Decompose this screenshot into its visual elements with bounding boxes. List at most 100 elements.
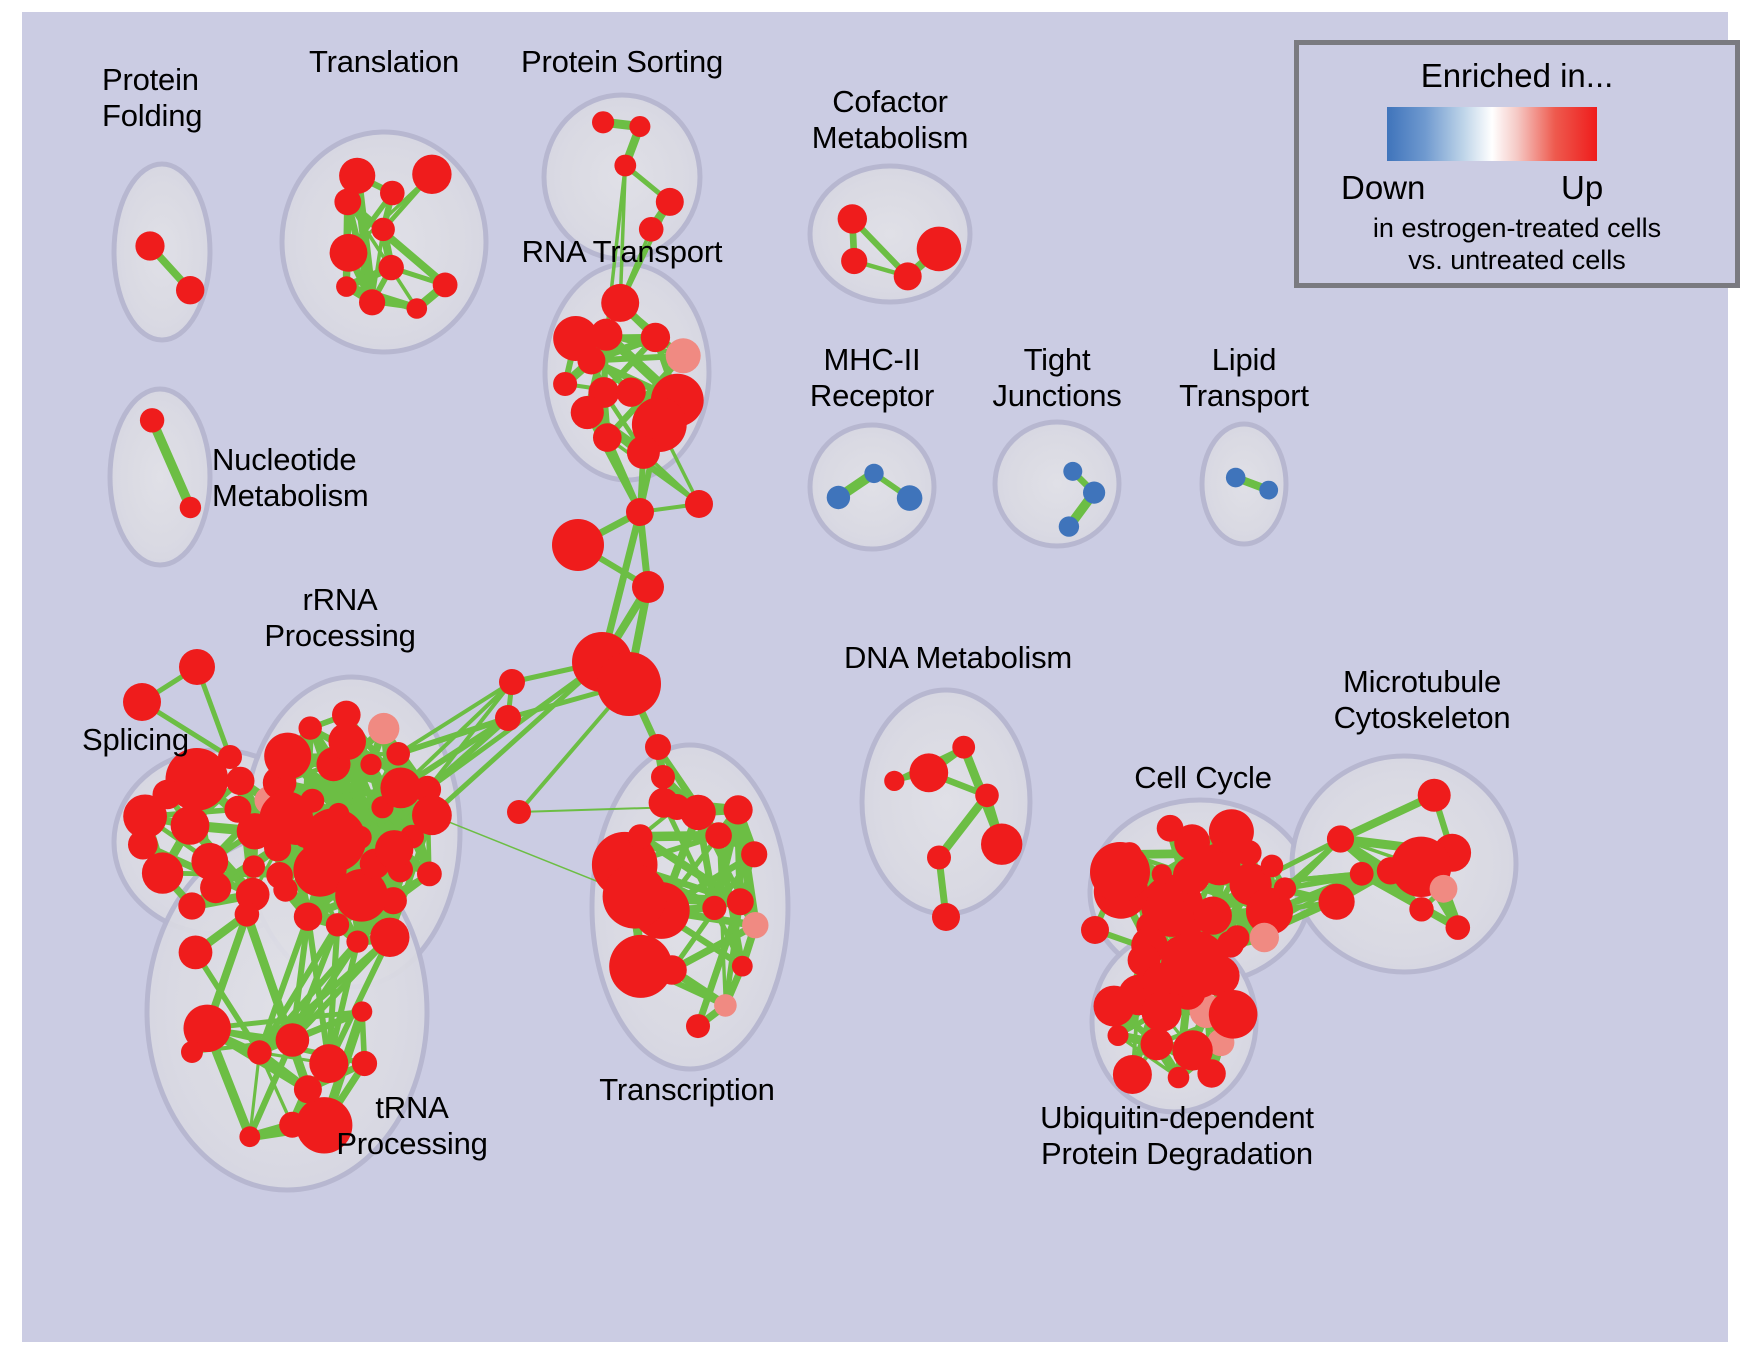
network-node[interactable] [417,861,442,887]
network-node[interactable] [141,852,184,894]
network-node[interactable] [726,888,754,916]
network-node[interactable] [378,254,404,281]
network-node[interactable] [1167,1066,1190,1089]
network-node[interactable] [1172,856,1211,894]
network-node[interactable] [386,742,411,766]
network-node[interactable] [332,700,361,730]
network-node[interactable] [239,1126,261,1148]
network-node[interactable] [264,732,312,780]
network-node[interactable] [226,766,255,796]
network-node[interactable] [837,204,867,234]
network-node[interactable] [1107,1025,1129,1046]
network-node[interactable] [1273,877,1297,900]
network-node[interactable] [346,930,369,953]
network-node[interactable] [339,157,376,194]
network-node[interactable] [592,111,615,134]
network-node[interactable] [1417,778,1451,812]
network-node[interactable] [275,1023,310,1057]
network-node[interactable] [1161,931,1229,999]
network-node[interactable] [273,877,298,902]
network-node[interactable] [645,734,671,760]
network-node[interactable] [432,272,458,298]
network-node[interactable] [298,716,322,740]
network-node[interactable] [135,231,165,261]
network-node[interactable] [1249,922,1280,953]
network-node[interactable] [1140,1027,1174,1061]
network-node[interactable] [247,1040,272,1065]
network-node[interactable] [714,994,737,1017]
network-node[interactable] [657,955,687,985]
network-node[interactable] [932,903,960,931]
network-node[interactable] [570,395,604,430]
network-node[interactable] [351,1001,373,1022]
network-node[interactable] [224,795,252,823]
network-node[interactable] [702,895,727,921]
network-node[interactable] [638,217,664,242]
network-node[interactable] [1174,824,1210,861]
network-node[interactable] [296,1097,353,1154]
network-node[interactable] [1090,842,1150,902]
network-node[interactable] [552,519,604,571]
network-node[interactable] [916,226,962,272]
network-node[interactable] [183,1004,231,1052]
network-node[interactable] [328,722,367,760]
network-node[interactable] [1409,897,1434,922]
network-node[interactable] [348,825,372,850]
network-node[interactable] [952,735,976,759]
network-node[interactable] [300,788,325,813]
network-node[interactable] [191,842,229,880]
network-node[interactable] [626,498,654,526]
network-node[interactable] [655,187,684,216]
network-node[interactable] [242,855,265,878]
network-node[interactable] [1141,991,1182,1032]
network-node[interactable] [123,683,161,721]
network-node[interactable] [975,783,999,808]
network-node[interactable] [705,822,732,849]
network-node[interactable] [128,829,158,860]
network-node[interactable] [179,496,202,519]
network-node[interactable] [1326,825,1355,853]
network-node[interactable] [590,318,623,351]
network-node[interactable] [1063,461,1083,481]
network-node[interactable] [329,233,368,272]
network-node[interactable] [412,795,452,836]
network-node[interactable] [601,283,640,322]
network-node[interactable] [1197,1059,1226,1088]
network-node[interactable] [741,841,768,868]
network-node[interactable] [371,217,395,242]
network-node[interactable] [893,262,922,291]
network-node[interactable] [602,864,667,929]
network-node[interactable] [909,753,949,793]
network-node[interactable] [629,116,651,137]
network-node[interactable] [1156,814,1184,842]
network-node[interactable] [123,794,167,839]
network-node[interactable] [841,247,868,275]
network-node[interactable] [234,902,260,927]
network-node[interactable] [864,463,884,484]
network-node[interactable] [616,377,646,407]
network-node[interactable] [1093,985,1135,1027]
network-node[interactable] [178,935,213,970]
network-node[interactable] [181,1041,203,1063]
network-node[interactable] [327,802,350,825]
network-node[interactable] [826,485,851,510]
network-node[interactable] [380,767,422,809]
network-node[interactable] [406,298,428,319]
network-node[interactable] [597,652,661,716]
network-node[interactable] [609,934,673,998]
network-node[interactable] [884,770,905,792]
network-node[interactable] [176,276,205,305]
network-node[interactable] [685,490,713,518]
network-node[interactable] [632,571,664,603]
network-node[interactable] [336,276,357,297]
network-node[interactable] [593,423,622,452]
network-node[interactable] [1208,990,1258,1039]
network-node[interactable] [218,745,242,769]
network-node[interactable] [293,825,317,848]
network-node[interactable] [1429,874,1458,903]
network-node[interactable] [981,823,1023,865]
network-node[interactable] [664,794,690,820]
network-node[interactable] [139,408,165,433]
network-node[interactable] [742,912,769,939]
network-node[interactable] [293,1075,322,1104]
